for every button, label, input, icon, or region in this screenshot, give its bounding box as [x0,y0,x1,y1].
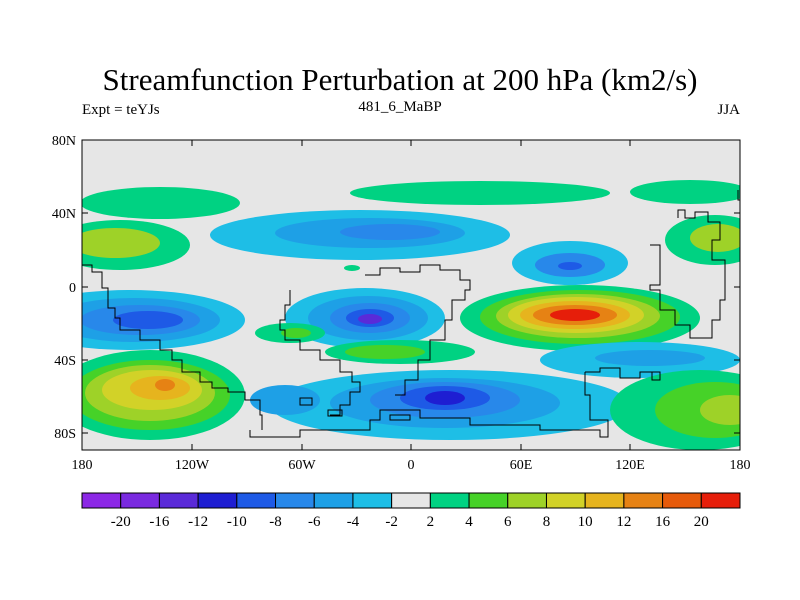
colorbar-label-15: 20 [694,514,709,530]
lon-label-120e: 120E [615,458,645,473]
contour-negative-spac-6 [250,385,320,415]
colorbar-label-13: 12 [616,514,631,530]
contour-positive-east-7 [550,309,600,321]
colorbar-label-10: 6 [504,514,512,530]
colorbar-box-0 [81,492,122,509]
colorbar [81,492,741,509]
colorbar-box-8 [391,492,431,509]
figure-title: Streamfunction Perturbation at 200 hPa (… [102,62,698,97]
contour-positive-0s-2 [345,345,425,359]
lat-label-80s: 80S [54,427,76,442]
contour-positive-band-n [350,181,610,205]
lon-label-60e: 60E [510,458,533,473]
contour-positive-se-3 [700,395,740,425]
coast-antarctica [249,372,609,438]
lon-label-120w: 120W [175,458,210,473]
colorbar-box-7 [352,492,393,509]
lat-label-40s: 40S [54,354,76,369]
colorbar-label-7: -2 [385,514,398,530]
contour-positive-sw-6 [155,379,175,391]
lat-label-80n: 80N [52,134,76,149]
lon-label-0: 0 [408,458,415,473]
colorbar-labels: -20 -16 -12 -10 -8 -6 -4 -2 2 4 6 8 10 12 16 20 [111,514,709,530]
contour-positive-band-nw [82,187,240,219]
colorbar-label-5: -6 [308,514,321,530]
lon-label-60w: 60W [288,458,316,473]
coast-africa [365,264,471,396]
contour-negative-asia-3 [558,262,582,270]
colorbar-box-2 [158,492,199,509]
colorbar-box-4 [236,492,277,509]
colorbar-box-15 [662,492,702,509]
contour-positive-ne-2 [690,224,740,252]
subtitle-season: JJA [717,102,740,118]
colorbar-box-13 [584,492,625,509]
colorbar-box-10 [468,492,509,509]
lat-ticks [82,139,740,434]
contour-positive-dot [344,265,360,271]
lon-ticks [81,140,741,450]
colorbar-box-11 [507,492,547,509]
contour-field [82,180,740,450]
colorbar-box-6 [313,492,354,509]
contour-positive-60w-2 [281,328,311,338]
colorbar-label-14: 16 [655,514,671,530]
colorbar-label-4: -8 [269,514,282,530]
lat-label-eq: 0 [69,281,76,296]
coast-islands [299,397,411,421]
contour-positive-se-2 [655,382,740,438]
contour-positive-nw-2 [82,228,160,258]
colorbar-box-5 [275,492,315,509]
colorbar-box-1 [120,492,160,509]
subtitle-experiment: Expt = teYJs [82,102,160,118]
colorbar-box-12 [545,492,586,509]
colorbar-box-3 [197,492,238,509]
coastlines [82,190,740,438]
subtitle-case: 481_6_MaBP [358,99,442,115]
colorbar-box-9 [429,492,470,509]
lon-label-180w: 180 [72,458,93,473]
colorbar-label-0: -20 [111,514,131,530]
lat-label-40n: 40N [52,207,76,222]
colorbar-label-2: -12 [188,514,208,530]
contour-negative-west-4 [113,311,183,329]
coast-south-america [279,290,361,416]
colorbar-box-14 [623,492,664,509]
coast-australia [585,367,661,381]
colorbar-label-9: 4 [465,514,473,530]
colorbar-label-1: -16 [149,514,169,530]
contour-positive-band-ne [630,180,740,204]
colorbar-label-8: 2 [427,514,435,530]
contour-negative-center-5 [358,314,382,324]
contour-negative-se-2 [595,350,705,366]
coast-asia [649,209,726,339]
colorbar-label-11: 8 [543,514,551,530]
coast-greenland [737,190,740,201]
colorbar-label-3: -10 [227,514,247,530]
contour-negative-npac-3 [340,224,440,240]
contour-negative-spac-5 [425,391,465,405]
lon-label-180e: 180 [730,458,751,473]
coast-north-america [82,264,263,430]
colorbar-label-6: -4 [347,514,360,530]
colorbar-box-16 [700,492,741,509]
colorbar-label-12: 10 [578,514,593,530]
